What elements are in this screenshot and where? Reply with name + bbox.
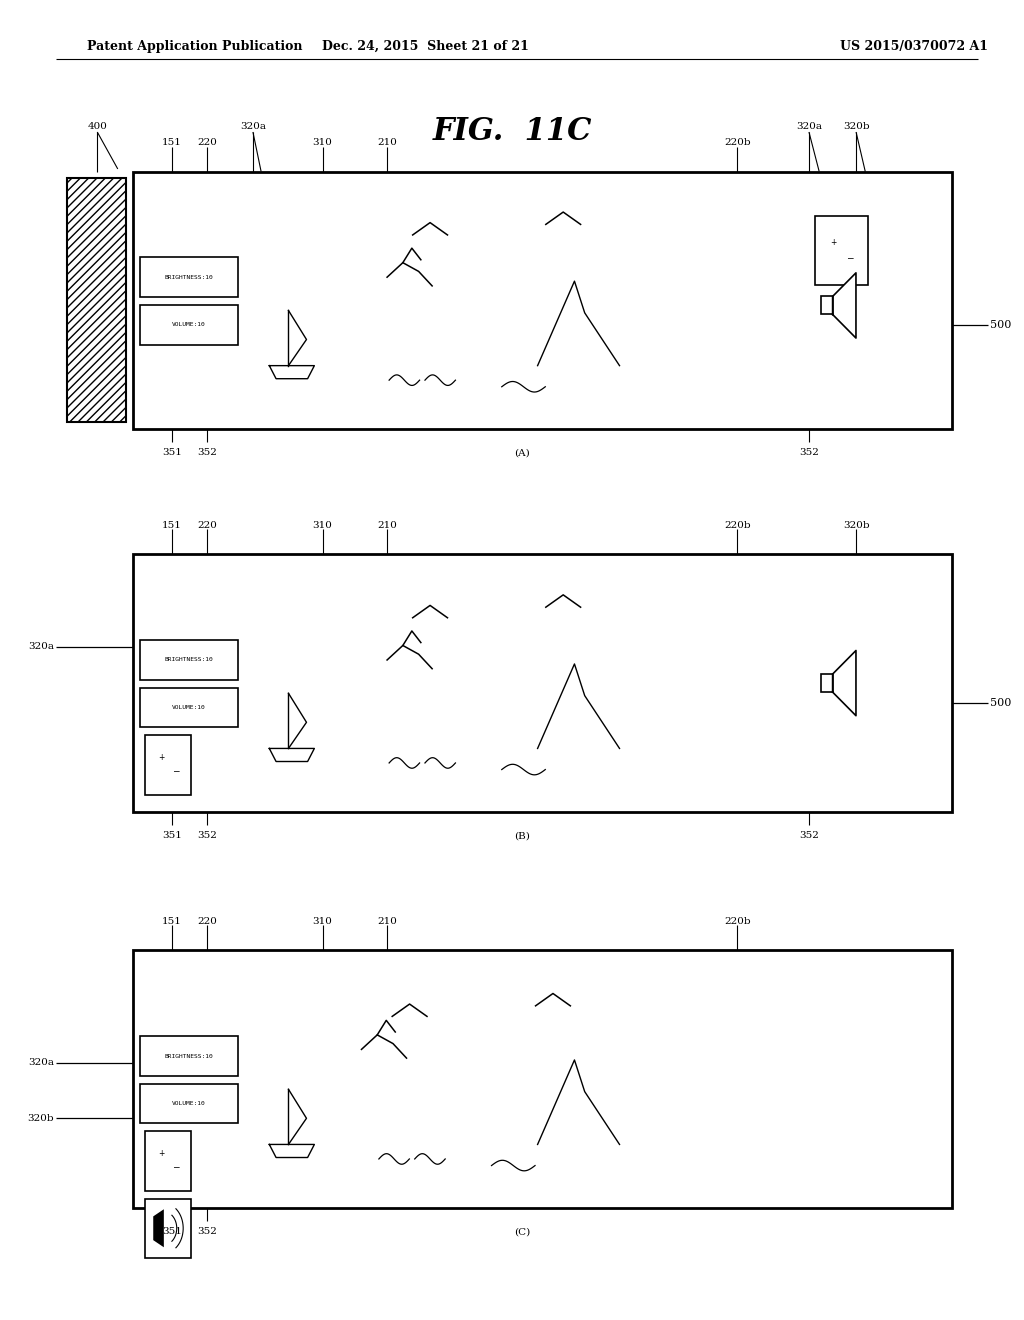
Text: −: −	[172, 767, 179, 775]
Polygon shape	[289, 310, 306, 366]
Text: 210: 210	[377, 521, 397, 529]
Text: +: +	[830, 238, 837, 247]
Text: (C): (C)	[514, 1228, 530, 1236]
Text: 151: 151	[162, 521, 182, 529]
Text: 210: 210	[377, 917, 397, 925]
Text: US 2015/0370072 A1: US 2015/0370072 A1	[840, 40, 988, 53]
FancyBboxPatch shape	[133, 554, 952, 812]
FancyBboxPatch shape	[140, 1036, 238, 1076]
Text: 320b: 320b	[28, 1114, 54, 1122]
FancyBboxPatch shape	[133, 172, 952, 429]
Text: (B): (B)	[514, 832, 530, 840]
Text: 352: 352	[197, 1228, 217, 1236]
Text: BRIGHTNESS:10: BRIGHTNESS:10	[165, 1053, 213, 1059]
Text: 151: 151	[162, 917, 182, 925]
Text: 351: 351	[162, 449, 182, 457]
FancyBboxPatch shape	[145, 1199, 191, 1258]
FancyBboxPatch shape	[821, 297, 833, 314]
Text: (A): (A)	[514, 449, 530, 457]
Text: 352: 352	[197, 832, 217, 840]
Text: 220: 220	[197, 917, 217, 925]
FancyBboxPatch shape	[140, 305, 238, 345]
FancyBboxPatch shape	[140, 688, 238, 727]
Text: 400: 400	[87, 123, 108, 131]
FancyBboxPatch shape	[145, 1131, 191, 1191]
Text: 310: 310	[312, 521, 333, 529]
Text: 320a: 320a	[29, 643, 54, 651]
Polygon shape	[289, 693, 306, 748]
FancyBboxPatch shape	[67, 178, 126, 422]
Text: BRIGHTNESS:10: BRIGHTNESS:10	[165, 275, 213, 280]
Polygon shape	[538, 1060, 620, 1144]
Text: Patent Application Publication: Patent Application Publication	[87, 40, 302, 53]
Text: 220b: 220b	[724, 139, 751, 147]
FancyBboxPatch shape	[140, 257, 238, 297]
Text: 220b: 220b	[724, 521, 751, 529]
Text: 352: 352	[799, 832, 819, 840]
Text: 151: 151	[162, 139, 182, 147]
Polygon shape	[833, 651, 856, 715]
FancyBboxPatch shape	[140, 1084, 238, 1123]
Text: 210: 210	[377, 139, 397, 147]
Text: 500: 500	[990, 321, 1012, 330]
Text: 500: 500	[990, 698, 1012, 708]
FancyBboxPatch shape	[140, 640, 238, 680]
Polygon shape	[833, 273, 856, 338]
FancyBboxPatch shape	[133, 950, 952, 1208]
Text: 351: 351	[162, 1228, 182, 1236]
Text: 320a: 320a	[240, 123, 266, 131]
Text: 220: 220	[197, 521, 217, 529]
Text: VOLUME:10: VOLUME:10	[172, 705, 206, 710]
Text: −: −	[172, 1163, 179, 1171]
Text: 220b: 220b	[724, 917, 751, 925]
Text: +: +	[159, 754, 165, 763]
Text: 320b: 320b	[843, 123, 869, 131]
FancyBboxPatch shape	[145, 735, 191, 795]
Text: 310: 310	[312, 139, 333, 147]
Text: 320b: 320b	[843, 521, 869, 529]
Text: 310: 310	[312, 917, 333, 925]
FancyBboxPatch shape	[821, 675, 833, 692]
FancyBboxPatch shape	[815, 216, 868, 285]
Text: 220: 220	[197, 139, 217, 147]
Text: 351: 351	[162, 832, 182, 840]
Polygon shape	[538, 281, 620, 366]
Polygon shape	[538, 664, 620, 748]
Text: VOLUME:10: VOLUME:10	[172, 322, 206, 327]
Polygon shape	[154, 1209, 164, 1247]
Text: 352: 352	[197, 449, 217, 457]
Text: 320a: 320a	[29, 1059, 54, 1067]
Text: VOLUME:10: VOLUME:10	[172, 1101, 206, 1106]
Text: 320a: 320a	[796, 123, 822, 131]
Text: BRIGHTNESS:10: BRIGHTNESS:10	[165, 657, 213, 663]
Text: FIG.  11C: FIG. 11C	[432, 116, 592, 148]
Text: 352: 352	[799, 449, 819, 457]
Text: +: +	[159, 1150, 165, 1159]
Text: Dec. 24, 2015  Sheet 21 of 21: Dec. 24, 2015 Sheet 21 of 21	[322, 40, 528, 53]
Text: −: −	[846, 253, 853, 263]
Polygon shape	[289, 1089, 306, 1144]
